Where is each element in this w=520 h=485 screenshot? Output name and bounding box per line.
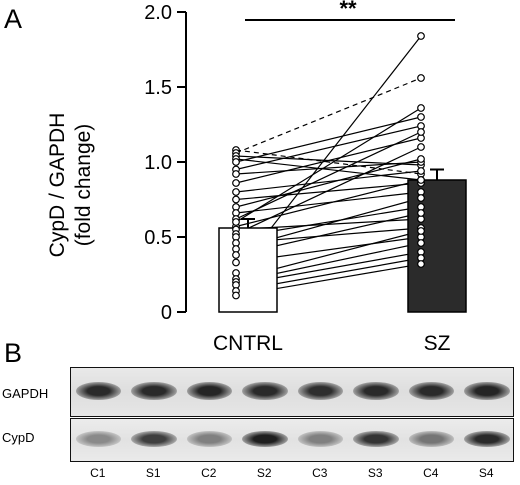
cypd-band	[408, 431, 455, 447]
cntrl-point	[232, 251, 240, 259]
cntrl-point	[232, 188, 240, 196]
sz-point	[417, 209, 425, 217]
lane-label: S3	[367, 466, 383, 480]
lane-label: S4	[478, 466, 494, 480]
significance-label: **	[339, 0, 357, 21]
sz-point	[417, 260, 425, 268]
lane-label: S1	[145, 466, 161, 480]
chart-axes	[177, 11, 187, 313]
lane-label: C4	[423, 466, 439, 480]
cypd-band	[353, 431, 399, 447]
x-category-label: SZ	[424, 332, 451, 355]
paired-line	[235, 125, 422, 171]
lane-label: C2	[201, 466, 217, 480]
sz-point	[417, 227, 425, 235]
cntrl-point	[232, 158, 240, 166]
paired-line	[235, 191, 422, 214]
gapdh-band	[353, 382, 399, 400]
gapdh-row-label: GAPDH	[2, 386, 49, 401]
sz-point	[417, 113, 425, 121]
paired-line	[235, 182, 422, 201]
sz-point	[417, 194, 425, 202]
cntrl-point	[232, 170, 240, 178]
cntrl-point	[232, 179, 240, 187]
data-points	[232, 32, 425, 300]
cypd-blot-strip	[70, 418, 514, 462]
y-tick-label: 2.0	[144, 2, 172, 24]
paired-line	[235, 179, 422, 228]
cypd-band	[464, 431, 510, 447]
chart-labels: 0 0.5 1.0 1.5 2.0 CypD / GAPDH (fold change) CN…	[46, 0, 455, 355]
panel-b-label: B	[4, 338, 23, 368]
gapdh-band	[297, 382, 344, 400]
paired-line	[235, 161, 422, 175]
paired-line	[235, 131, 422, 220]
y-tick-label: 1.5	[144, 77, 172, 99]
gapdh-band	[75, 382, 122, 400]
gapdh-band	[408, 382, 455, 400]
sz-point	[417, 104, 425, 112]
sz-point	[417, 32, 425, 40]
cypd-band	[242, 431, 288, 447]
sz-point	[417, 239, 425, 247]
gapdh-blot-strip	[70, 367, 514, 417]
paired-line	[235, 158, 422, 208]
cypd-band	[75, 431, 122, 447]
cypd-band	[186, 431, 233, 447]
paired-line	[235, 116, 422, 163]
cypd-band	[131, 431, 177, 447]
gapdh-band	[131, 382, 177, 400]
cntrl-point	[232, 258, 240, 267]
lane-label: C3	[312, 466, 328, 480]
y-tick-label: 1.0	[144, 152, 172, 174]
y-tick-label: 0	[161, 302, 172, 324]
paired-line	[235, 170, 422, 193]
sz-point	[417, 74, 425, 82]
cypd-band	[297, 431, 344, 447]
paired-line	[235, 107, 422, 223]
sz-point	[417, 155, 425, 163]
paired-line	[235, 146, 422, 235]
cntrl-point	[232, 218, 240, 226]
gapdh-band	[186, 382, 233, 400]
sz-point	[417, 176, 425, 184]
sz-point	[417, 128, 425, 136]
bar-cntrl	[218, 227, 278, 313]
cntrl-point	[232, 291, 240, 300]
paired-line	[235, 137, 422, 184]
bars	[218, 168, 467, 313]
panel-a-label: A	[4, 4, 23, 34]
cntrl-point	[232, 195, 240, 204]
lane-label: C1	[90, 466, 106, 480]
paired-line	[235, 77, 422, 154]
sz-point	[417, 167, 425, 175]
x-category-label: CNTRL	[213, 332, 283, 355]
cypd-row-label: CypD	[2, 430, 35, 445]
gapdh-band	[242, 382, 288, 400]
y-axis-title-line1: CypD / GAPDH	[46, 113, 69, 258]
bar-sz	[407, 179, 467, 313]
sz-point	[417, 143, 425, 151]
y-axis-title-line2: (fold change)	[72, 124, 95, 247]
bar-chart: 0 0.5 1.0 1.5 2.0 CypD / GAPDH (fold change) CN…	[46, 0, 467, 355]
gapdh-band	[464, 382, 510, 400]
lane-label: S2	[256, 466, 272, 480]
y-tick-label: 0.5	[144, 227, 172, 249]
